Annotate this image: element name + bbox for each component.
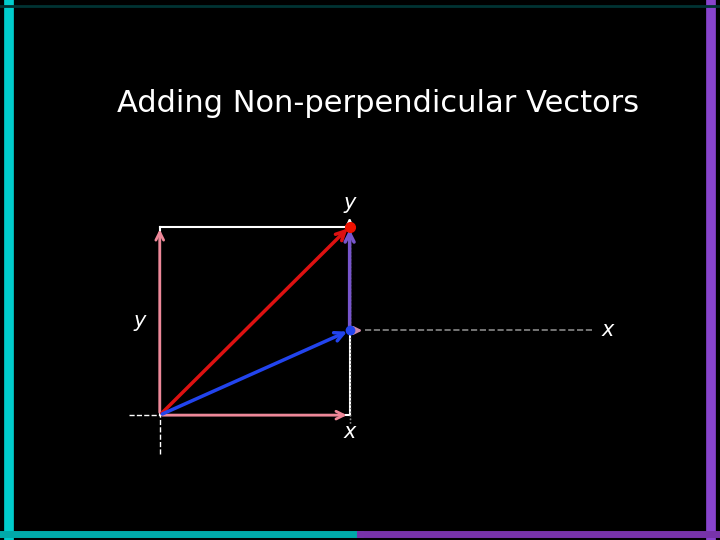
Text: Adding Non-perpendicular Vectors: Adding Non-perpendicular Vectors <box>117 89 639 118</box>
Text: y: y <box>343 193 356 213</box>
Text: x: x <box>601 320 614 340</box>
Text: y: y <box>133 311 145 331</box>
Text: x: x <box>343 422 356 442</box>
